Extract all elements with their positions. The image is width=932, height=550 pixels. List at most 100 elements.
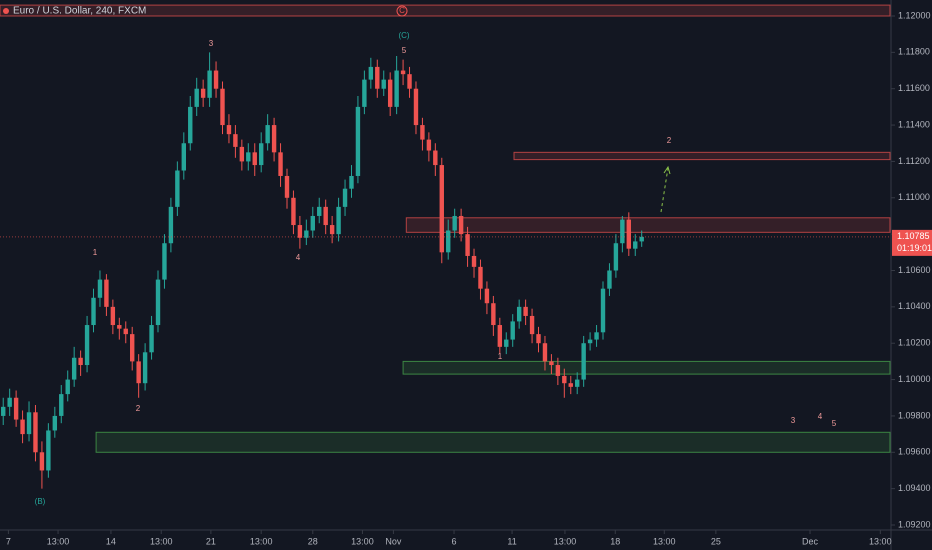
candle-body xyxy=(78,357,83,366)
candle-body xyxy=(194,88,199,107)
candle-body xyxy=(7,397,12,407)
candle-body xyxy=(368,66,374,80)
x-tick-label: 13:00 xyxy=(653,536,676,546)
x-tick-label: 6 xyxy=(452,536,457,546)
y-tick-label: 1.11400 xyxy=(898,119,930,129)
candle-body xyxy=(349,175,354,189)
last-price-box xyxy=(892,229,932,256)
candle-body xyxy=(1,406,6,416)
zone xyxy=(0,4,891,17)
zone xyxy=(405,217,891,233)
candle-body xyxy=(613,243,619,271)
candle-body xyxy=(265,125,270,144)
x-tick-label: 13:00 xyxy=(250,536,273,546)
status-dot xyxy=(3,8,9,14)
y-tick-label: 1.09600 xyxy=(898,447,931,457)
candle-body xyxy=(149,325,154,353)
x-tick-label: 14 xyxy=(106,536,116,546)
wave-label: 4 xyxy=(296,253,301,262)
candle-body xyxy=(620,219,625,244)
x-tick-label: Nov xyxy=(385,536,402,546)
candle-body xyxy=(439,165,444,253)
candle-body xyxy=(523,306,528,316)
x-tick-label: 13:00 xyxy=(351,536,374,546)
candle-body xyxy=(446,230,451,253)
y-tick-label: 1.09400 xyxy=(898,483,931,493)
candle-body xyxy=(639,236,644,242)
candle-body xyxy=(71,357,77,380)
candle-body xyxy=(607,270,612,289)
candle-body xyxy=(394,70,399,107)
y-tick-label: 1.12000 xyxy=(898,10,931,20)
candle-body xyxy=(188,106,193,144)
candle-body xyxy=(555,365,561,376)
candle-body xyxy=(516,306,522,322)
candle-body xyxy=(59,394,64,416)
candle-body xyxy=(246,152,251,162)
x-tick-label: 18 xyxy=(610,536,620,546)
y-tick-label: 1.11800 xyxy=(898,47,930,57)
candle-body xyxy=(84,325,90,366)
candle-body xyxy=(46,430,51,471)
candle-body xyxy=(549,361,554,366)
candle-body xyxy=(233,134,238,147)
zone xyxy=(402,360,891,375)
zone xyxy=(95,431,891,453)
candle-body xyxy=(400,70,406,75)
y-tick-label: 1.09200 xyxy=(898,519,931,529)
candle-body xyxy=(504,339,509,347)
candle-body xyxy=(39,452,45,471)
candle-body xyxy=(97,279,103,298)
candle-body xyxy=(284,175,290,198)
candle-body xyxy=(213,70,219,89)
candle-body xyxy=(568,383,573,387)
wave-label: 4 xyxy=(818,412,823,421)
candle-body xyxy=(110,306,116,326)
x-tick-label: 13:00 xyxy=(47,536,70,546)
candle-body xyxy=(478,266,483,289)
candle-body xyxy=(529,315,535,335)
x-tick-label: 13:00 xyxy=(150,536,173,546)
candle-body xyxy=(375,66,380,89)
wave-label: 3 xyxy=(209,39,214,48)
zones xyxy=(0,4,891,453)
candle-body xyxy=(413,88,419,126)
x-tick-label: 11 xyxy=(507,536,516,546)
candle-body xyxy=(136,361,141,384)
candle-body xyxy=(239,146,245,162)
candles xyxy=(1,52,644,489)
candle-body xyxy=(562,375,567,384)
candle-body xyxy=(271,125,277,153)
candle-body xyxy=(130,334,135,362)
candle-body xyxy=(471,255,477,267)
candle-body xyxy=(168,206,174,244)
y-tick-label: 1.10600 xyxy=(898,265,931,275)
y-tick-label: 1.11600 xyxy=(898,83,930,93)
x-tick-label: Dec xyxy=(802,536,819,546)
candle-body xyxy=(33,412,38,453)
candle-body xyxy=(633,241,638,249)
candle-body xyxy=(200,88,206,98)
candle-body xyxy=(594,332,599,340)
wave-label: (C) xyxy=(398,31,409,40)
candle-body xyxy=(355,106,361,176)
wave-label: 1 xyxy=(498,352,503,361)
wave-label: 5 xyxy=(832,419,837,428)
x-tick-label: 21 xyxy=(206,536,216,546)
candle-body xyxy=(175,170,180,207)
candle-body xyxy=(310,215,315,231)
annotation-circle xyxy=(396,5,408,17)
candle-body xyxy=(336,206,341,235)
y-tick-label: 1.09800 xyxy=(898,410,931,420)
y-tick-label: 1.10400 xyxy=(898,301,931,311)
candle-body xyxy=(220,88,225,126)
candle-body xyxy=(491,303,496,326)
wave-label: (B) xyxy=(35,497,46,506)
candle-body xyxy=(91,297,96,326)
candle-body xyxy=(362,79,367,107)
countdown-label: 01:19:01 xyxy=(897,243,932,253)
y-tick-label: 1.10000 xyxy=(898,374,931,384)
